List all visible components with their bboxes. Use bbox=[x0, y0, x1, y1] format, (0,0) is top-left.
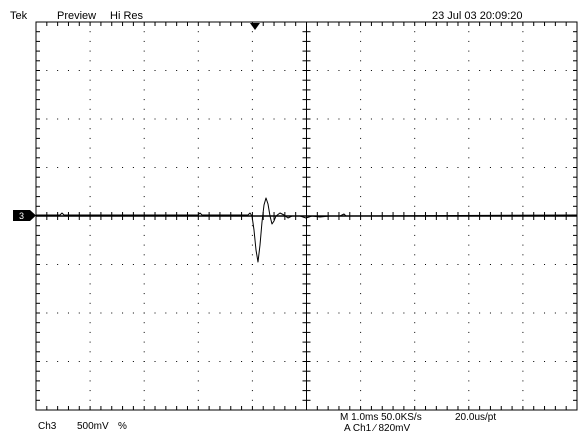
trigger-down-triangle-icon bbox=[250, 23, 260, 30]
footer-scale: 500mV bbox=[77, 421, 109, 432]
footer-horizontal: M 1.0ms 50.0KS/s bbox=[340, 412, 422, 423]
channel-ground-marker-icon: 3 bbox=[13, 210, 36, 221]
footer-per-point: 20.0us/pt bbox=[455, 412, 497, 423]
graticule bbox=[35, 21, 578, 411]
footer-trigger: A Ch1 ∕ 820mV bbox=[344, 423, 411, 434]
header-datetime: 23 Jul 03 20:09:20 bbox=[432, 10, 523, 22]
header-brand: Tek bbox=[10, 10, 28, 22]
header-mode: Preview bbox=[57, 10, 97, 22]
header-acquisition: Hi Res bbox=[110, 10, 144, 22]
channel-marker-label: 3 bbox=[19, 211, 24, 221]
footer-coupling: % bbox=[118, 421, 127, 432]
footer-channel: Ch3 bbox=[38, 421, 57, 432]
signal-trace bbox=[36, 197, 578, 263]
